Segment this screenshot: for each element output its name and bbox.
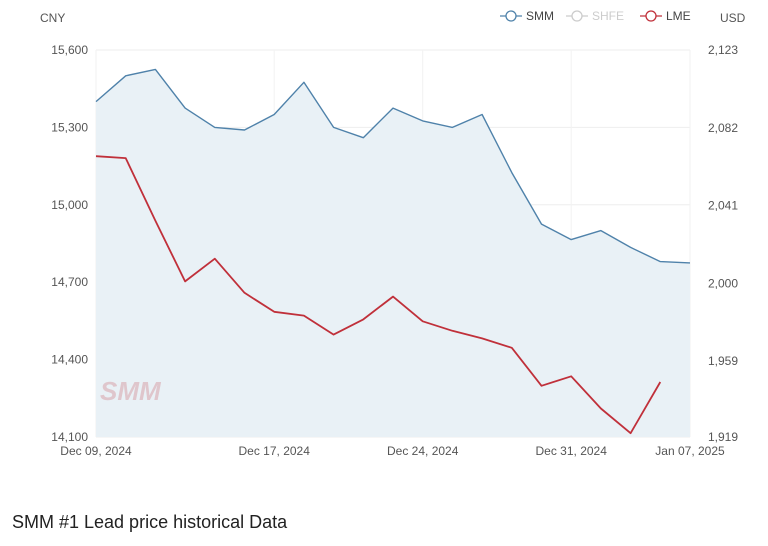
legend-label: SHFE [592,9,624,23]
series-line-smm [95,68,691,264]
legend: SMM SHFE LME [500,9,691,23]
right-tick-label: 1,959 [708,354,738,368]
x-tick-label: Dec 17, 2024 [239,444,311,458]
left-tick-label: 15,300 [51,120,88,134]
right-axis-unit: USD [720,11,746,25]
lead-price-chart: SMM CNY USD 15,600 15,300 15,000 14,700 14,4… [40,9,746,458]
smm-watermark: SMM [100,376,162,406]
left-tick-label: 14,400 [51,353,88,367]
left-tick-label: 15,600 [51,43,88,57]
series-area-smm [96,69,690,438]
x-tick-label: Dec 09, 2024 [60,444,132,458]
x-tick-label: Jan 07, 2025 [655,444,725,458]
legend-label: SMM [526,9,554,23]
x-tick-label: Dec 24, 2024 [387,444,459,458]
legend-item-lme[interactable]: LME [640,9,691,23]
watermark-logo: SMM [100,376,162,406]
right-tick-label: 2,123 [708,43,738,57]
right-tick-label: 2,041 [708,199,738,213]
legend-item-shfe[interactable]: SHFE [566,9,624,23]
left-tick-label: 14,700 [51,275,88,289]
right-tick-label: 2,000 [708,276,738,290]
left-axis-unit: CNY [40,11,65,25]
axes: CNY USD 15,600 15,300 15,000 14,700 14,400 14… [40,11,746,458]
right-tick-label: 1,919 [708,430,738,444]
right-tick-label: 2,082 [708,121,738,135]
left-tick-label: 15,000 [51,198,88,212]
left-tick-label: 14,100 [51,430,88,444]
series-layer [95,68,691,438]
legend-label: LME [666,9,691,23]
chart-title: SMM #1 Lead price historical Data [12,512,288,532]
series-line-lme [95,155,662,435]
legend-marker-icon [505,10,517,22]
x-tick-label: Dec 31, 2024 [536,444,608,458]
legend-item-smm[interactable]: SMM [500,9,554,23]
legend-marker-icon [645,10,657,22]
legend-marker-icon [571,10,583,22]
